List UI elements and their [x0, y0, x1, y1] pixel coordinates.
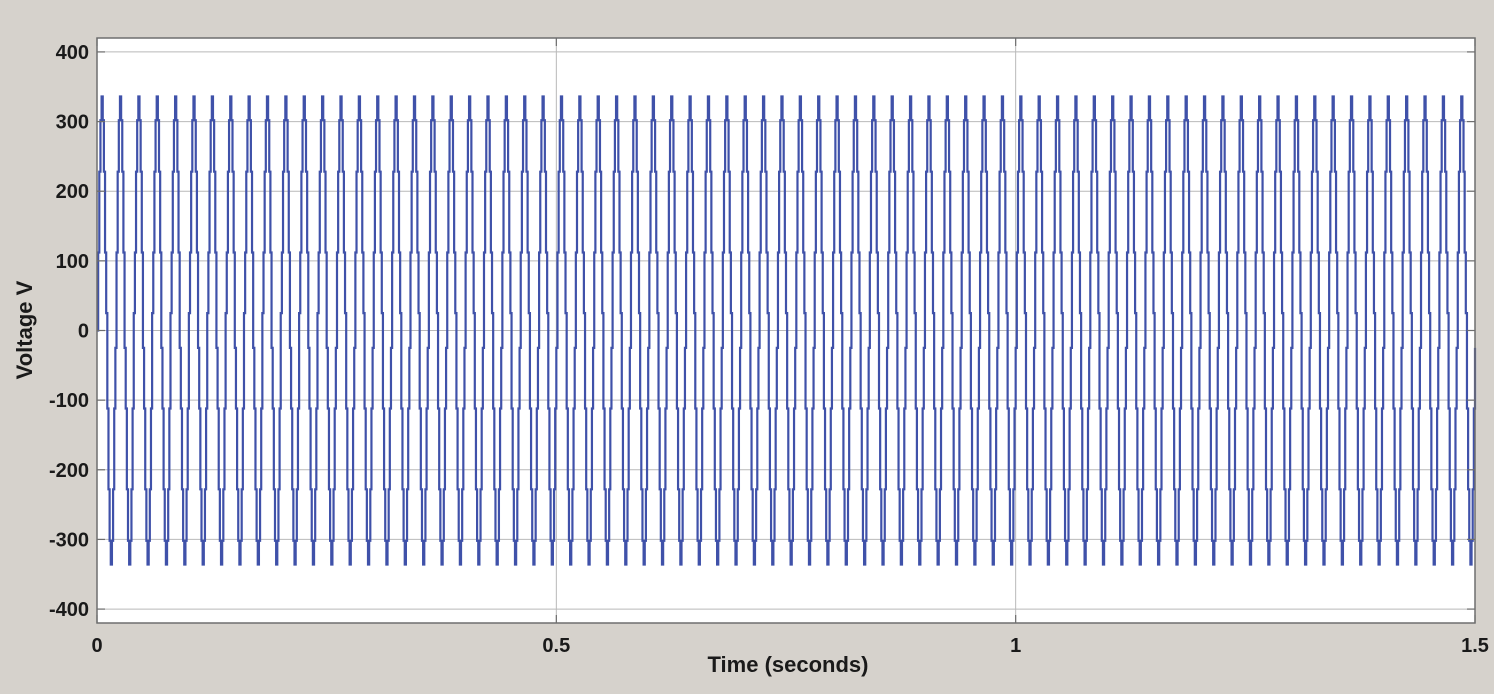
y-tick-label: 300: [56, 112, 89, 134]
axis-ticks: -400 -300 -200 -100 0 100 200 300 400 0 0.5 1 1.5: [49, 38, 1489, 657]
y-tick-label: -200: [49, 460, 89, 482]
y-tick-label: 0: [78, 321, 89, 343]
y-axis-label: Voltage V: [12, 280, 37, 379]
y-tick-label: -100: [49, 390, 89, 412]
y-tick-label: -300: [49, 529, 89, 551]
data-series: [97, 95, 1477, 566]
voltage-series-line: [97, 95, 1477, 566]
y-tick-label: 100: [56, 251, 89, 273]
x-tick-label: 1: [1010, 635, 1021, 657]
y-tick-label: 200: [56, 181, 89, 203]
x-tick-label: 0: [91, 635, 102, 657]
y-tick-label: -400: [49, 599, 89, 621]
y-tick-label: 400: [56, 42, 89, 64]
x-axis-label: Time (seconds): [708, 652, 869, 677]
x-tick-label: 0.5: [542, 635, 570, 657]
x-tick-label: 1.5: [1461, 635, 1489, 657]
